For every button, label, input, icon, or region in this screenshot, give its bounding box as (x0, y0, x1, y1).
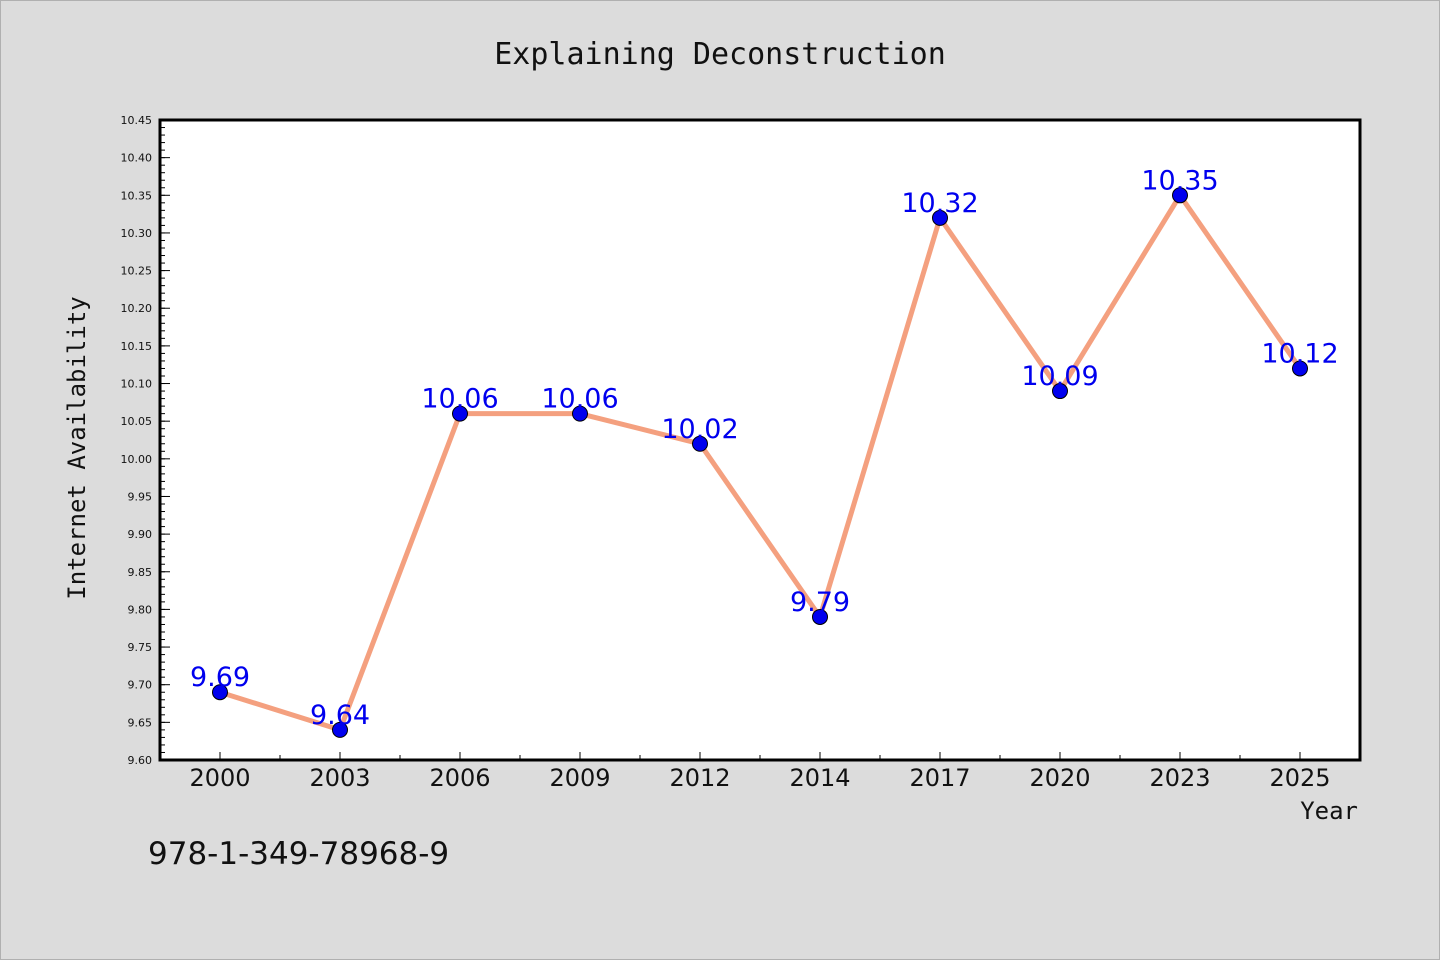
y-tick-label: 9.75 (128, 641, 153, 654)
chart-title: Explaining Deconstruction (494, 37, 946, 72)
x-axis-label: Year (1300, 797, 1358, 825)
data-point (1052, 383, 1068, 400)
plot-area (158, 118, 1362, 762)
isbn-footnote: 978-1-349-78968-9 (148, 836, 449, 872)
series-group (212, 187, 1308, 738)
x-tick-label: 2012 (669, 764, 730, 792)
y-axis-label: Internet Availability (63, 296, 91, 599)
data-label: 10.06 (541, 384, 618, 415)
y-tick-label: 9.70 (128, 679, 153, 692)
data-point (212, 684, 228, 701)
y-tick-label: 9.85 (128, 566, 153, 579)
x-axis-ticks: 2000 2003 2006 2009 2012 2014 2017 2020 2023 2025 (159, 752, 1361, 792)
data-point (572, 405, 588, 422)
data-label: 9.64 (310, 700, 370, 731)
x-tick-label: 2009 (549, 764, 610, 792)
y-tick-label: 9.95 (128, 490, 153, 503)
y-tick-label: 10.35 (121, 189, 153, 202)
y-tick-label: 10.05 (121, 415, 153, 428)
data-label: 10.12 (1261, 338, 1338, 369)
data-label: 9.79 (790, 587, 850, 618)
data-point (692, 435, 708, 452)
x-tick-label: 2014 (789, 764, 850, 792)
data-point (332, 721, 348, 738)
y-tick-label: 10.10 (121, 378, 153, 391)
x-tick-label: 2023 (1149, 764, 1210, 792)
x-tick-label: 2000 (189, 764, 250, 792)
y-tick-label: 9.65 (128, 716, 153, 729)
y-tick-label: 10.25 (121, 265, 153, 278)
y-axis-ticks: 9.60 9.65 9.70 9.75 9.80 9.85 9.90 9.95 10.00 10.… (121, 114, 170, 767)
data-label: 9.69 (190, 662, 250, 693)
data-point (812, 608, 828, 625)
y-tick-label: 10.40 (121, 152, 153, 165)
data-point (1292, 360, 1308, 377)
y-tick-label: 10.45 (121, 114, 153, 127)
x-tick-label: 2025 (1269, 764, 1330, 792)
y-tick-label: 10.30 (121, 227, 153, 240)
x-tick-label: 2020 (1029, 764, 1090, 792)
y-tick-label: 9.60 (128, 754, 153, 767)
series-line (219, 192, 1303, 733)
y-tick-label: 10.20 (121, 302, 153, 315)
y-tick-label: 10.15 (121, 340, 153, 353)
x-tick-label: 2017 (909, 764, 970, 792)
y-tick-label: 9.90 (128, 528, 153, 541)
y-tick-label: 10.00 (121, 453, 153, 466)
x-tick-label: 2006 (429, 764, 490, 792)
data-label: 10.09 (1021, 361, 1098, 392)
data-label: 10.06 (421, 384, 498, 415)
data-point (1172, 187, 1188, 204)
data-label: 10.02 (661, 414, 738, 445)
data-labels: 9.69 9.64 10.06 10.06 10.02 9.79 10.32 10.09 10.… (190, 165, 1339, 731)
data-point (932, 209, 948, 226)
data-label: 10.32 (901, 188, 978, 219)
x-tick-label: 2003 (309, 764, 370, 792)
data-label: 10.35 (1141, 165, 1218, 196)
y-tick-label: 9.80 (128, 603, 153, 616)
data-point (452, 405, 468, 422)
